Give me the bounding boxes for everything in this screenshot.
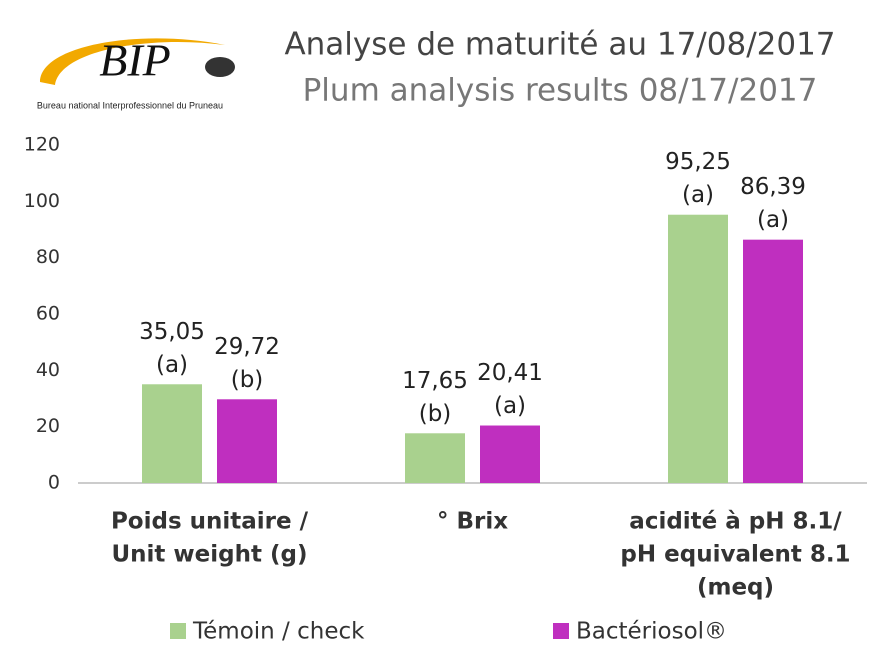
data-label: 35,05 bbox=[139, 319, 205, 345]
data-label: 20,41 bbox=[477, 360, 543, 386]
chart-title: Analyse de maturité au 17/08/2017 bbox=[284, 27, 835, 63]
bar bbox=[480, 425, 540, 483]
y-tick-label: 60 bbox=[36, 303, 60, 325]
significance-letter: (a) bbox=[156, 352, 188, 378]
x-tick-label: acidité à pH 8.1/ bbox=[629, 509, 842, 535]
y-tick-label: 20 bbox=[36, 415, 60, 437]
significance-letter: (b) bbox=[419, 401, 452, 427]
bar bbox=[405, 433, 465, 483]
legend-swatch bbox=[170, 623, 186, 639]
logo-swoosh bbox=[40, 38, 225, 85]
significance-letter: (a) bbox=[757, 207, 789, 233]
logo: BIP Bureau national Interprofessionnel d… bbox=[37, 35, 235, 110]
y-tick-label: 0 bbox=[48, 472, 60, 494]
x-tick-label: (meq) bbox=[697, 575, 774, 601]
legend-swatch bbox=[553, 623, 569, 639]
data-label: 17,65 bbox=[402, 368, 468, 394]
bar bbox=[217, 399, 277, 483]
significance-letter: (a) bbox=[682, 182, 714, 208]
logo-text: BIP bbox=[99, 35, 171, 86]
y-tick-label: 80 bbox=[36, 246, 60, 268]
legend-label: Témoin / check bbox=[192, 619, 365, 645]
x-tick-label: pH equivalent 8.1 bbox=[620, 542, 850, 568]
x-tick-label: Unit weight (g) bbox=[112, 542, 308, 568]
logo-prune bbox=[205, 57, 235, 77]
y-tick-label: 120 bbox=[24, 134, 60, 156]
bar bbox=[142, 384, 202, 483]
logo-caption: Bureau national Interprofessionnel du Pr… bbox=[37, 100, 223, 110]
y-tick-label: 100 bbox=[24, 190, 60, 212]
data-label: 86,39 bbox=[740, 174, 806, 200]
chart-subtitle: Plum analysis results 08/17/2017 bbox=[303, 73, 818, 109]
x-tick-label: ° Brix bbox=[437, 509, 508, 535]
data-label: 29,72 bbox=[214, 334, 280, 360]
x-tick-label: Poids unitaire / bbox=[111, 509, 309, 535]
data-label: 95,25 bbox=[665, 149, 731, 175]
bar bbox=[743, 239, 803, 483]
legend-label: Bactériosol® bbox=[576, 619, 727, 645]
bar bbox=[668, 214, 728, 483]
significance-letter: (a) bbox=[494, 393, 526, 419]
significance-letter: (b) bbox=[231, 367, 264, 393]
y-tick-label: 40 bbox=[36, 359, 60, 381]
